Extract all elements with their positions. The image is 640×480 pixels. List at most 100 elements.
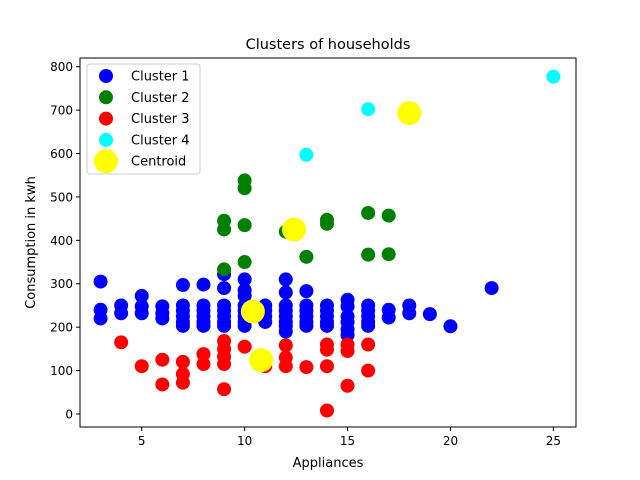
series-centroid — [240, 101, 422, 373]
plot-area — [93, 69, 561, 418]
legend-label: Cluster 1 — [131, 70, 190, 85]
point-cluster-2-1 — [217, 222, 232, 237]
y-tick-label: 500 — [50, 190, 73, 204]
legend-marker — [99, 132, 113, 147]
point-cluster-2-13 — [381, 208, 396, 223]
legend-label: Cluster 4 — [131, 133, 190, 148]
point-cluster-3-8 — [196, 357, 211, 372]
point-centroid-1 — [249, 348, 274, 373]
legend: Cluster 1 Cluster 2 Cluster 3 Cluster 4 Cent… — [86, 63, 201, 175]
point-cluster-3-2 — [155, 352, 170, 367]
point-cluster-1-71 — [361, 318, 376, 333]
point-cluster-2-4 — [237, 181, 252, 196]
point-cluster-1-29 — [217, 318, 232, 333]
point-cluster-3-12 — [217, 357, 232, 372]
point-cluster-2-14 — [381, 247, 396, 262]
legend-marker — [99, 69, 113, 83]
legend-marker — [99, 90, 113, 105]
point-cluster-3-23 — [319, 359, 334, 374]
point-cluster-3-22 — [319, 342, 334, 357]
point-cluster-2-11 — [361, 205, 376, 220]
point-cluster-1-22 — [196, 318, 211, 333]
y-tick-label: 700 — [50, 104, 73, 118]
series-cluster-4 — [299, 69, 561, 162]
point-cluster-1-60 — [319, 318, 334, 333]
point-cluster-3-1 — [134, 359, 149, 374]
point-cluster-4-0 — [299, 147, 314, 162]
point-cluster-1-16 — [175, 318, 190, 333]
point-cluster-1-30 — [237, 272, 252, 287]
series-cluster-2 — [217, 173, 396, 277]
point-cluster-2-5 — [237, 218, 252, 233]
point-cluster-3-7 — [196, 347, 211, 362]
y-tick-label: 400 — [50, 234, 73, 248]
series-cluster-3 — [114, 334, 376, 418]
point-cluster-1-50 — [299, 284, 314, 299]
point-cluster-1-77 — [443, 319, 458, 334]
point-cluster-1-43 — [278, 285, 293, 300]
point-cluster-1-62 — [340, 299, 355, 314]
point-cluster-3-20 — [299, 360, 314, 375]
point-cluster-3-24 — [319, 403, 334, 418]
point-cluster-3-6 — [175, 375, 190, 390]
point-cluster-2-2 — [217, 262, 232, 277]
x-tick-label: 20 — [443, 434, 458, 448]
point-cluster-1-2 — [93, 311, 108, 326]
point-centroid-3 — [397, 101, 422, 126]
point-cluster-1-5 — [134, 288, 149, 303]
point-cluster-1-49 — [278, 324, 293, 339]
chart-title: Clusters of households — [246, 37, 411, 53]
point-cluster-3-28 — [361, 337, 376, 352]
x-tick-label: 10 — [237, 434, 252, 448]
point-cluster-2-10 — [319, 216, 334, 231]
point-cluster-1-55 — [299, 318, 314, 333]
x-tick-label: 25 — [546, 434, 561, 448]
y-tick-label: 0 — [65, 407, 73, 421]
point-cluster-3-14 — [237, 339, 252, 354]
y-tick-label: 800 — [50, 60, 73, 74]
series-cluster-1 — [93, 267, 499, 342]
point-cluster-3-27 — [340, 378, 355, 393]
point-cluster-2-12 — [361, 247, 376, 262]
point-cluster-1-10 — [155, 311, 170, 326]
point-cluster-3-29 — [361, 363, 376, 378]
point-cluster-1-4 — [114, 306, 129, 321]
y-axis-label: Consumption in kwh — [24, 176, 39, 309]
legend-box — [86, 63, 201, 175]
legend-label: Cluster 3 — [131, 112, 190, 127]
point-cluster-1-17 — [196, 277, 211, 292]
point-cluster-1-78 — [484, 281, 499, 296]
legend-marker — [94, 149, 118, 174]
y-tick-label: 200 — [50, 321, 73, 335]
x-axis-label: Appliances — [293, 456, 364, 471]
point-cluster-3-0 — [114, 335, 129, 350]
point-cluster-3-3 — [155, 377, 170, 392]
legend-marker — [99, 111, 113, 126]
y-tick-label: 300 — [50, 277, 73, 291]
point-centroid-0 — [240, 299, 265, 324]
point-cluster-1-76 — [422, 307, 437, 322]
point-cluster-2-6 — [237, 255, 252, 270]
point-cluster-1-73 — [381, 310, 396, 325]
y-tick-label: 600 — [50, 147, 73, 161]
point-cluster-3-13 — [217, 382, 232, 397]
point-centroid-2 — [282, 217, 307, 242]
point-cluster-1-0 — [93, 274, 108, 289]
point-cluster-3-4 — [175, 354, 190, 369]
point-cluster-2-8 — [299, 249, 314, 264]
point-cluster-4-2 — [546, 69, 561, 84]
axes: 5 10 15 20 25 0 100 200 300 400 500 600 700 800 — [50, 60, 561, 448]
point-cluster-1-24 — [217, 281, 232, 296]
y-tick-label: 100 — [50, 364, 73, 378]
point-cluster-1-7 — [134, 306, 149, 321]
axes-frame — [79, 57, 577, 428]
point-cluster-4-1 — [361, 102, 376, 117]
point-cluster-3-19 — [278, 359, 293, 374]
point-cluster-1-75 — [402, 306, 417, 321]
point-cluster-3-26 — [340, 344, 355, 359]
x-tick-label: 15 — [340, 434, 355, 448]
legend-label: Centroid — [131, 155, 186, 170]
x-tick-label: 5 — [138, 434, 146, 448]
legend-label: Cluster 2 — [131, 91, 190, 106]
